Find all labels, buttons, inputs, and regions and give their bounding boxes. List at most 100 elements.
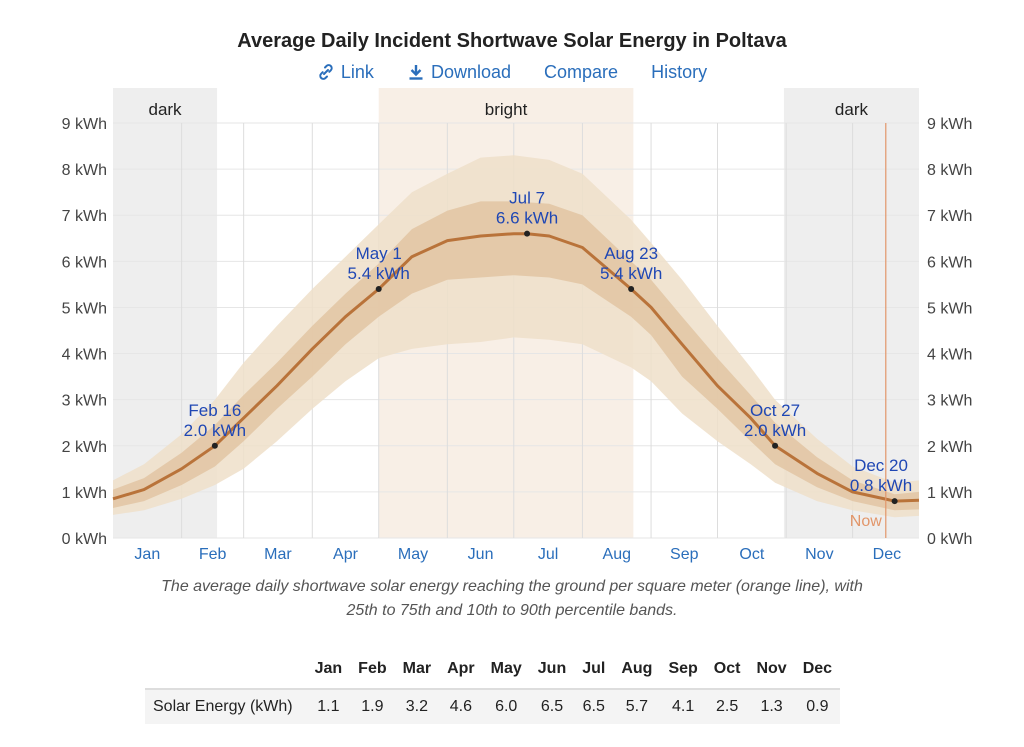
download-label: Download — [430, 62, 512, 82]
table-header-month: Jun — [537, 660, 567, 677]
monthly-summary-table: Jan Feb Mar Apr May Jun Jul Aug Sep Oct … — [145, 660, 841, 724]
y-tick-label: 8 kWh — [927, 162, 972, 179]
mean-line — [112, 232, 920, 503]
annotation-value: 6.6 kWh — [496, 209, 558, 228]
annotation-value: 2.0 kWh — [184, 421, 246, 440]
season-label: bright — [485, 100, 528, 119]
table-header-month: May — [490, 660, 522, 677]
y-tick-label: 4 kWh — [62, 347, 107, 364]
y-tick-label: 9 kWh — [927, 116, 972, 133]
table-row-label: Solar Energy (kWh) — [145, 688, 307, 724]
x-tick-label: Feb — [199, 546, 227, 563]
y-tick-label: 6 kWh — [927, 254, 972, 271]
link-icon — [319, 64, 333, 80]
x-tick-label: Aug — [603, 546, 631, 563]
table-cell: 6.0 — [482, 688, 530, 724]
x-tick-label: Dec — [873, 546, 901, 563]
annotation-point — [628, 286, 635, 292]
annotation-point — [772, 442, 779, 449]
table-cell: 1.3 — [748, 688, 795, 724]
annotation-point — [211, 442, 218, 449]
table-header-month: Feb — [358, 660, 387, 677]
table-cell: 6.5 — [574, 688, 614, 724]
table-header-blank — [145, 660, 307, 689]
x-tick-label: Sep — [670, 546, 699, 563]
y-tick-label: 2 kWh — [927, 439, 972, 456]
y-tick-label: 8 kWh — [62, 162, 107, 179]
x-tick-label: Mar — [264, 546, 292, 563]
annotation-date: Aug 23 — [604, 244, 658, 263]
table-header-month: Dec — [802, 660, 833, 677]
table-cell: 0.9 — [794, 688, 841, 724]
y-tick-label: 3 kWh — [62, 393, 107, 410]
y-tick-label: 4 kWh — [927, 347, 972, 364]
compare-button[interactable]: Compare — [544, 62, 619, 82]
now-label: Now — [850, 513, 882, 530]
y-tick-label: 1 kWh — [927, 485, 972, 502]
table-header-month: Jul — [582, 660, 606, 677]
annotation-point — [891, 498, 898, 505]
x-tick-label: Jul — [538, 546, 558, 563]
y-tick-label: 1 kWh — [62, 485, 107, 502]
table-header-month: Oct — [713, 660, 741, 677]
table-header-row: Jan Feb Mar Apr May Jun Jul Aug Sep Oct … — [145, 660, 840, 689]
chart-toolbar: Link Download Compare History — [0, 62, 1024, 86]
y-tick-label: 7 kWh — [927, 208, 972, 225]
chart-caption: The average daily shortwave solar energy… — [60, 575, 964, 623]
y-tick-label: 3 kWh — [927, 393, 972, 410]
y-tick-label: 0 kWh — [927, 531, 972, 548]
history-button[interactable]: History — [651, 62, 708, 82]
y-tick-label: 5 kWh — [62, 300, 107, 317]
table-header-month: Aug — [621, 660, 653, 677]
table-cell: 5.7 — [613, 688, 661, 724]
annotation-value: 2.0 kWh — [744, 421, 806, 440]
x-tick-label: Jan — [134, 546, 160, 563]
download-button[interactable]: Download — [407, 62, 511, 83]
x-tick-label: Nov — [805, 546, 833, 563]
x-tick-label: Apr — [333, 546, 359, 563]
table-cell: 6.5 — [529, 688, 575, 724]
table-cell: 4.6 — [439, 688, 483, 724]
table-cell: 1.1 — [306, 688, 351, 724]
table-row: Solar Energy (kWh) 1.1 1.9 3.2 4.6 6.0 6… — [145, 688, 841, 724]
annotation-date: Feb 16 — [188, 401, 241, 420]
table-header-month: Nov — [756, 660, 787, 677]
x-tick-label: Jun — [468, 546, 494, 563]
season-label: dark — [148, 100, 182, 119]
table-cell: 1.9 — [350, 688, 395, 724]
band-25-75 — [113, 201, 919, 511]
link-label: Link — [340, 62, 374, 82]
y-tick-label: 7 kWh — [62, 208, 107, 225]
annotation-date: Jul 7 — [509, 189, 545, 208]
annotation-date: May 1 — [356, 244, 402, 263]
y-tick-label: 2 kWh — [62, 439, 107, 456]
y-tick-label: 6 kWh — [62, 254, 107, 271]
x-tick-label: Oct — [739, 546, 764, 563]
table-header-month: Sep — [668, 660, 698, 677]
y-tick-label: 5 kWh — [927, 300, 972, 317]
table-header-month: Mar — [402, 660, 432, 677]
annotation-value: 5.4 kWh — [600, 264, 662, 283]
y-tick-label: 0 kWh — [62, 531, 107, 548]
annotation-value: 5.4 kWh — [348, 264, 410, 283]
table-cell: 3.2 — [394, 688, 440, 724]
annotation-point — [375, 286, 382, 292]
table-cell: 2.5 — [705, 688, 749, 724]
season-label: dark — [835, 100, 869, 119]
chart-title: Average Daily Incident Shortwave Solar E… — [237, 30, 787, 52]
solar-energy-chart: dark bright dark 0 kWh 0 kWh 1 kWh 1 kWh 2 kWh 2… — [62, 88, 972, 563]
annotation-date: Oct 27 — [750, 401, 800, 420]
table-cell: 4.1 — [660, 688, 706, 724]
band-10-90 — [113, 155, 919, 518]
caption-line-1: The average daily shortwave solar energy… — [161, 578, 863, 595]
link-button[interactable]: Link — [317, 62, 374, 83]
table-header-month: Jan — [314, 660, 343, 677]
y-tick-label: 9 kWh — [62, 116, 107, 133]
table-header-month: Apr — [447, 660, 475, 677]
download-icon — [409, 65, 423, 80]
annotation-point — [524, 230, 531, 237]
x-tick-label: May — [398, 546, 428, 563]
annotation-date: Dec 20 — [854, 456, 908, 475]
annotation-value: 0.8 kWh — [850, 476, 912, 495]
caption-line-2: 25th to 75th and 10th to 90th percentile… — [346, 602, 678, 619]
